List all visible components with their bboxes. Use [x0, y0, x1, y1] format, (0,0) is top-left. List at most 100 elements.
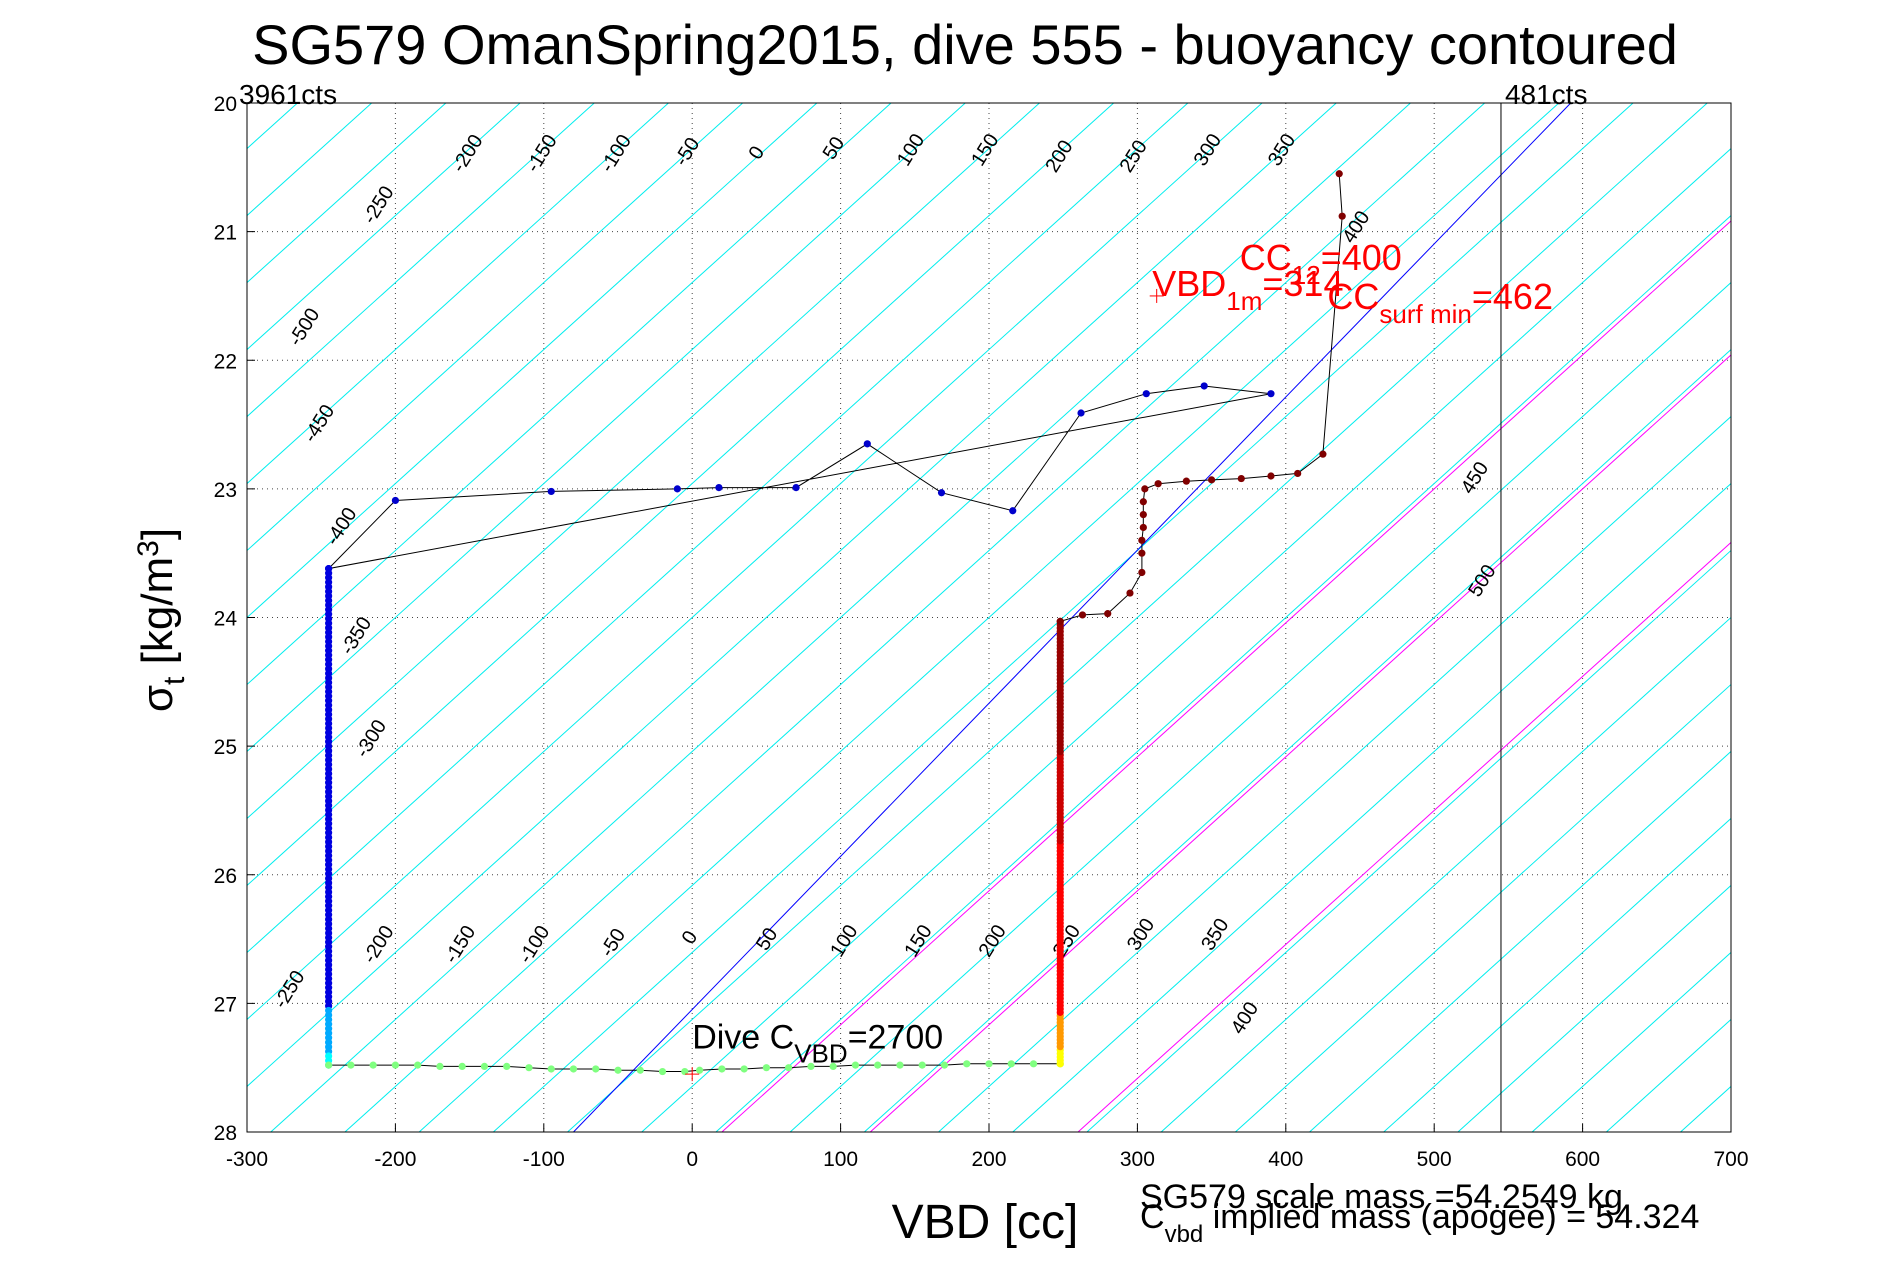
contour-line	[0, 103, 149, 1132]
y-tick-label: 28	[214, 1122, 237, 1145]
contour-label: 50	[752, 924, 782, 955]
data-point	[918, 1061, 926, 1069]
data-point	[792, 483, 800, 492]
contour-label: 0	[745, 142, 770, 163]
data-point	[1141, 485, 1149, 493]
contour-label: -400	[322, 504, 362, 550]
contour-label: 400	[1227, 998, 1263, 1038]
contour-line	[247, 103, 1337, 1088]
data-point	[1319, 450, 1327, 458]
contour-label: 200	[975, 921, 1011, 961]
contour-line	[789, 281, 1731, 1132]
data-point	[851, 1061, 860, 1069]
y-tick-label: 25	[214, 736, 237, 759]
contour-line	[1309, 750, 1731, 1132]
dive-main: Dive C	[692, 1018, 794, 1056]
data-point	[525, 1064, 533, 1072]
left-cts-label: 3961cts	[239, 79, 337, 110]
data-point	[1077, 409, 1085, 417]
contour-line	[1383, 817, 1731, 1132]
data-point	[1138, 536, 1146, 544]
y-tick-label: 20	[214, 93, 237, 116]
y-tick-label: 21	[214, 222, 237, 245]
contour-label: -250	[359, 182, 399, 228]
data-point	[937, 489, 946, 497]
x-tick-label: 700	[1713, 1148, 1748, 1171]
dive-sub: VBD	[794, 1038, 847, 1068]
data-point	[1139, 523, 1147, 532]
ccsurf-eq: =462	[1472, 276, 1553, 317]
data-point	[785, 1064, 793, 1072]
ccsurf-sub: surf min	[1379, 299, 1471, 329]
implied-rest: implied mass (apogee) = 54.324	[1203, 1198, 1699, 1236]
x-tick-label: -300	[226, 1148, 268, 1171]
contour-line	[567, 103, 1708, 1132]
contour-label: -500	[285, 304, 325, 350]
contour-line	[0, 103, 223, 1132]
contour-label: 200	[1041, 136, 1077, 176]
vbd-sub: 1m	[1226, 286, 1262, 316]
contour-label: 500	[1464, 561, 1500, 601]
vbd-main: VBD	[1152, 263, 1226, 304]
contour-line	[418, 103, 1560, 1132]
contour-line	[247, 103, 892, 686]
data-point	[547, 487, 555, 496]
vbd-1m-annotation: VBD1m=314	[1152, 263, 1343, 316]
cc12-main: CC	[1240, 237, 1292, 278]
data-point	[1182, 477, 1190, 485]
chart-title: SG579 OmanSpring2015, dive 555 - buoyanc…	[252, 13, 1678, 76]
data-point	[1009, 507, 1017, 515]
data-point	[1056, 617, 1064, 625]
contour-line	[247, 103, 1114, 887]
y-tick-label: 24	[214, 608, 238, 631]
contour-label: -50	[596, 925, 630, 961]
contour-label: -450	[299, 401, 339, 447]
y-label-main: σ	[133, 685, 182, 712]
dive-cvbd-annotation: Dive CVBD=2700	[692, 1018, 943, 1068]
contour-line	[247, 103, 521, 351]
x-tick-label: 0	[686, 1148, 698, 1171]
data-point	[391, 1061, 399, 1069]
data-point	[1138, 549, 1146, 557]
data-point	[807, 1062, 815, 1071]
contour-line	[1531, 951, 1731, 1132]
data-point	[1078, 611, 1087, 619]
cc-surf-min-annotation: CCsurf min=462	[1327, 276, 1553, 329]
data-point	[503, 1062, 511, 1071]
contour-line	[715, 214, 1731, 1132]
contour-label: 350	[1197, 915, 1233, 955]
y-axis-label: σt [kg/m3]	[132, 528, 191, 712]
contour-line	[1829, 103, 1891, 1132]
ccsurf-main: CC	[1327, 276, 1379, 317]
data-point	[391, 496, 399, 505]
data-point	[1335, 170, 1343, 178]
data-point	[963, 1060, 971, 1068]
contour-line	[247, 103, 447, 284]
data-point	[762, 1064, 771, 1072]
contour-line	[247, 103, 1263, 1021]
y-label-sup: 3	[132, 540, 165, 557]
x-tick-label: 600	[1565, 1148, 1600, 1171]
data-point	[940, 1061, 949, 1069]
contour-line	[344, 103, 1485, 1132]
contour-line	[641, 147, 1731, 1132]
cc-contour-line	[1077, 541, 1731, 1132]
data-point	[1104, 610, 1112, 618]
contour-line	[1086, 549, 1731, 1132]
cc12-annotation: CC12=400	[1240, 237, 1402, 290]
data-point	[1200, 382, 1208, 390]
data-point	[1126, 589, 1134, 597]
data-point	[718, 1065, 726, 1073]
contour-label: 300	[1123, 915, 1159, 955]
data-point	[1237, 474, 1245, 483]
data-point	[681, 1067, 689, 1076]
data-point	[715, 483, 723, 492]
contour-label: 250	[1049, 921, 1085, 961]
contour-label: 250	[1116, 136, 1152, 176]
data-point	[1267, 472, 1275, 480]
contour-line	[1457, 884, 1731, 1132]
contour-line	[247, 103, 1189, 954]
cc12-eq: =400	[1321, 237, 1402, 278]
contour-label: -100	[515, 922, 555, 968]
